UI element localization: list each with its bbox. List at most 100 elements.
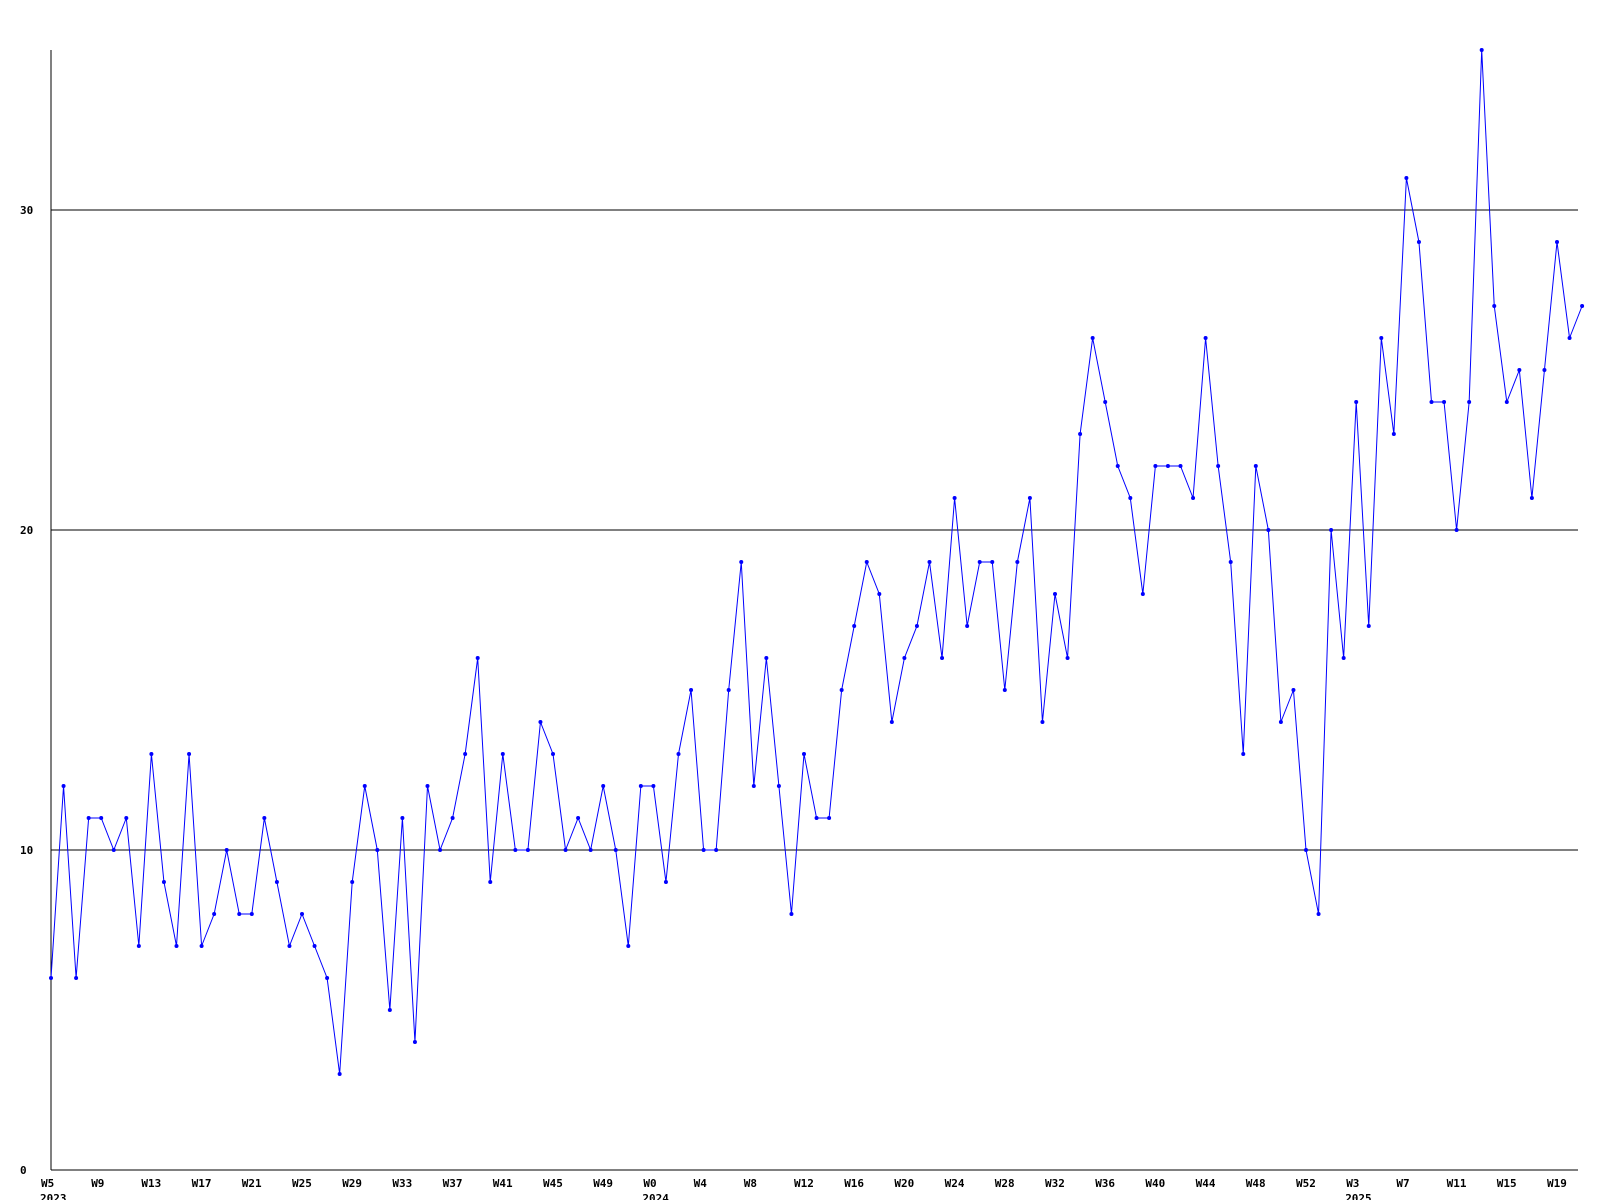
- data-point: [488, 880, 493, 884]
- data-point: [400, 816, 405, 820]
- x-year-label: 2023: [40, 1192, 67, 1200]
- data-point: [1492, 304, 1497, 308]
- data-point: [1090, 336, 1095, 340]
- data-point: [49, 976, 53, 980]
- data-point: [1103, 400, 1108, 404]
- data-point: [651, 784, 656, 788]
- data-point: [325, 976, 330, 980]
- x-tick-label: W44: [1196, 1177, 1216, 1190]
- data-point: [990, 560, 995, 564]
- data-point: [237, 912, 242, 916]
- data-point: [1580, 304, 1585, 308]
- data-point: [1128, 496, 1133, 500]
- x-tick-label: W45: [543, 1177, 563, 1190]
- data-point: [839, 688, 844, 692]
- data-point: [726, 688, 731, 692]
- x-tick-label: W37: [443, 1177, 463, 1190]
- x-year-label: 2024: [642, 1192, 669, 1200]
- data-point: [927, 560, 932, 564]
- x-tick-label: W17: [192, 1177, 212, 1190]
- x-tick-label: W28: [995, 1177, 1015, 1190]
- data-point: [626, 944, 631, 948]
- data-point: [174, 944, 179, 948]
- series-layer: [49, 48, 1585, 1076]
- data-point: [701, 848, 706, 852]
- data-point: [86, 816, 91, 820]
- data-point: [1278, 720, 1283, 724]
- data-point: [1529, 496, 1534, 500]
- x-tick-label: W36: [1095, 1177, 1115, 1190]
- data-point: [1216, 464, 1221, 468]
- x-tick-label: W15: [1497, 1177, 1517, 1190]
- data-point: [965, 624, 970, 628]
- data-point: [551, 752, 555, 756]
- data-point: [412, 1040, 417, 1044]
- data-point: [1065, 656, 1070, 660]
- data-point: [827, 816, 832, 820]
- data-point: [274, 880, 279, 884]
- x-year-label: 2025: [1345, 1192, 1372, 1200]
- data-point: [1228, 560, 1233, 564]
- data-point: [1504, 400, 1509, 404]
- data-point: [1140, 592, 1145, 596]
- data-point: [601, 784, 606, 788]
- data-point: [563, 848, 568, 852]
- x-tick-label: W11: [1447, 1177, 1467, 1190]
- data-point: [375, 848, 380, 852]
- data-point: [613, 848, 618, 852]
- data-point: [1354, 400, 1359, 404]
- x-tick-label: W48: [1246, 1177, 1266, 1190]
- y-tick-label: 30: [20, 204, 33, 217]
- y-tick-label: 10: [20, 844, 33, 857]
- data-point: [689, 688, 694, 692]
- data-point: [714, 848, 719, 852]
- data-point: [513, 848, 518, 852]
- x-tick-label: W49: [593, 1177, 613, 1190]
- data-point: [676, 752, 681, 756]
- data-point: [111, 848, 116, 852]
- data-point: [1304, 848, 1308, 852]
- data-point: [1341, 656, 1346, 660]
- data-point: [1454, 528, 1459, 532]
- data-point: [802, 752, 806, 756]
- data-point: [475, 656, 480, 660]
- data-point: [187, 752, 192, 756]
- data-point: [1203, 336, 1208, 340]
- data-point: [224, 848, 229, 852]
- data-point: [99, 816, 104, 820]
- data-point: [350, 880, 355, 884]
- x-tick-label: W4: [694, 1177, 708, 1190]
- x-tick-label: W29: [342, 1177, 362, 1190]
- data-point: [1027, 496, 1032, 500]
- y-tick-label: 0: [20, 1164, 27, 1177]
- data-point: [776, 784, 781, 788]
- data-point: [789, 912, 794, 916]
- data-point: [1115, 464, 1120, 468]
- data-point: [1391, 432, 1396, 436]
- x-tick-label: W9: [91, 1177, 104, 1190]
- data-point: [902, 656, 907, 660]
- data-point: [1266, 528, 1271, 532]
- data-point: [74, 976, 79, 980]
- data-point: [362, 784, 367, 788]
- x-tick-label: W7: [1396, 1177, 1409, 1190]
- data-point: [1253, 464, 1258, 468]
- data-point: [1404, 176, 1409, 180]
- data-point: [1153, 464, 1158, 468]
- data-point: [1567, 336, 1572, 340]
- data-point: [1442, 400, 1447, 404]
- data-point: [1517, 368, 1522, 372]
- data-point: [124, 816, 129, 820]
- data-point: [1241, 752, 1246, 756]
- data-point: [1555, 240, 1559, 244]
- data-point: [588, 848, 593, 852]
- data-point: [739, 560, 744, 564]
- data-point: [1316, 912, 1321, 916]
- data-point: [312, 944, 317, 948]
- data-point: [525, 848, 530, 852]
- data-point: [663, 880, 668, 884]
- data-point: [199, 944, 204, 948]
- data-point: [425, 784, 430, 788]
- data-point: [1542, 368, 1547, 372]
